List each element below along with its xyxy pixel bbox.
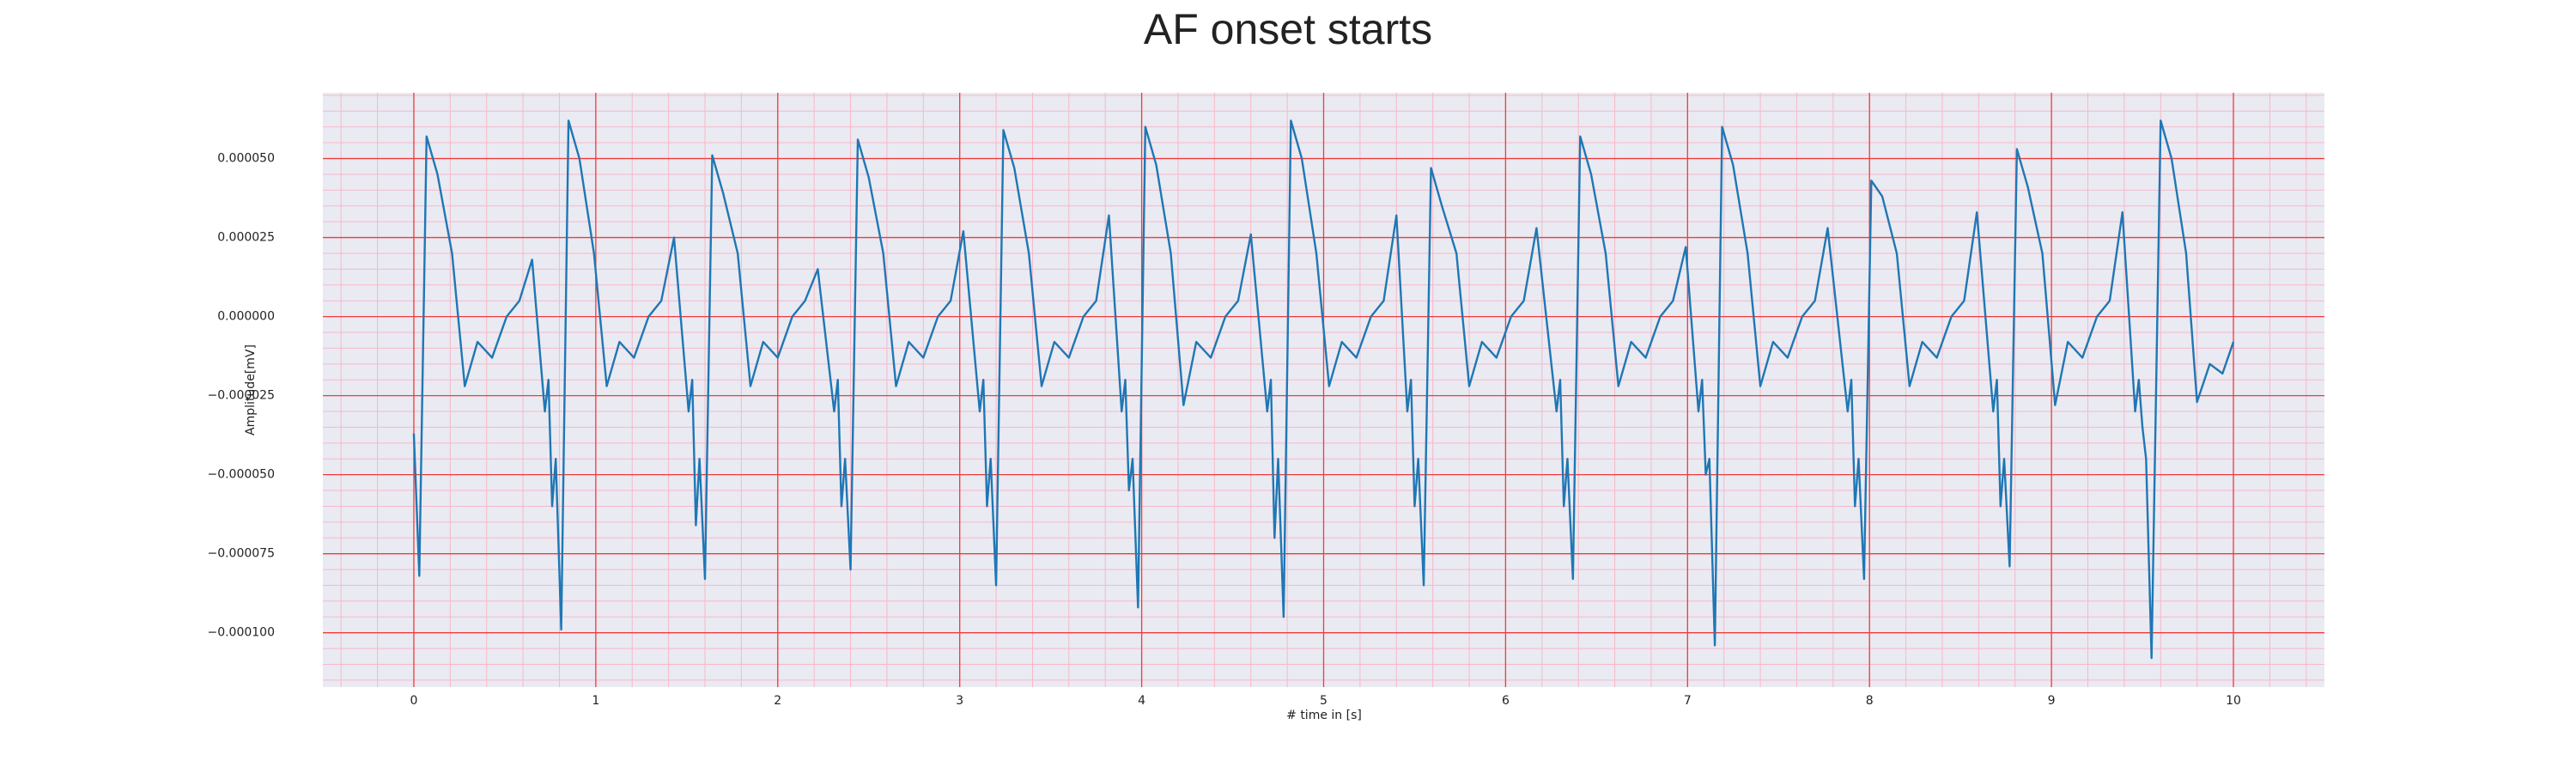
x-tick-label: 6 (1502, 694, 1510, 708)
x-tick-label: 9 (2048, 694, 2056, 708)
x-tick-label: 1 (592, 694, 599, 708)
x-tick-label: 3 (956, 694, 963, 708)
y-tick-label: 0.000050 (217, 152, 275, 166)
x-tick-label: 2 (774, 694, 781, 708)
y-axis-label: Amplitude[mV] (244, 344, 258, 435)
x-tick-label: 10 (2226, 694, 2241, 708)
y-tick-label: 0.000000 (217, 310, 275, 324)
x-tick-label: 4 (1138, 694, 1145, 708)
x-tick-label: 7 (1684, 694, 1692, 708)
y-tick-label: −0.000075 (207, 547, 275, 561)
y-tick-label: −0.000025 (207, 389, 275, 403)
x-axis-label: # time in [s] (1286, 709, 1362, 722)
chart-title: AF onset starts (1144, 5, 1432, 53)
x-tick-label: 0 (410, 694, 417, 708)
signal-line (412, 119, 2235, 660)
x-tick-label: 5 (1320, 694, 1327, 708)
x-tick-label: 8 (1866, 694, 1874, 708)
y-tick-label: 0.000025 (217, 231, 275, 245)
y-tick-label: −0.000100 (207, 626, 275, 640)
y-tick-label: −0.000050 (207, 468, 275, 482)
